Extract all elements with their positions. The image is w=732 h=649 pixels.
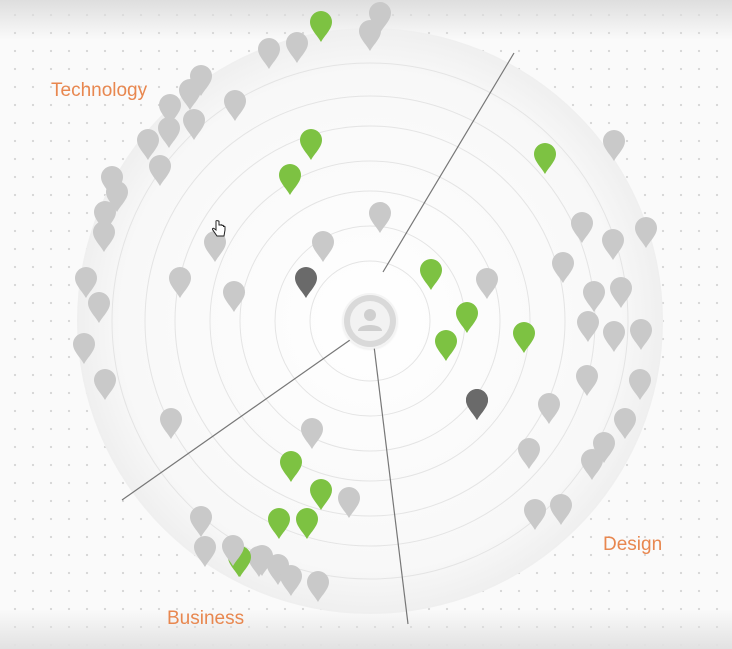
radar-ring <box>309 260 431 382</box>
radar-ring <box>239 190 501 452</box>
sector-label-business: Business <box>167 608 245 629</box>
bottom-shadow <box>0 609 732 649</box>
sector-divider <box>121 339 351 501</box>
center-user-button[interactable] <box>344 295 396 347</box>
sector-label-design: Design <box>603 534 663 555</box>
user-avatar-icon <box>350 301 390 341</box>
radar-ring <box>209 160 531 482</box>
sector-divider <box>373 345 409 625</box>
radar-ring <box>174 125 566 517</box>
hand-pointer-icon <box>211 220 226 237</box>
radar-ring <box>111 62 629 580</box>
sector-divider <box>382 52 515 273</box>
sector-dividers <box>121 52 515 625</box>
sector-label-technology: Technology <box>51 80 148 101</box>
